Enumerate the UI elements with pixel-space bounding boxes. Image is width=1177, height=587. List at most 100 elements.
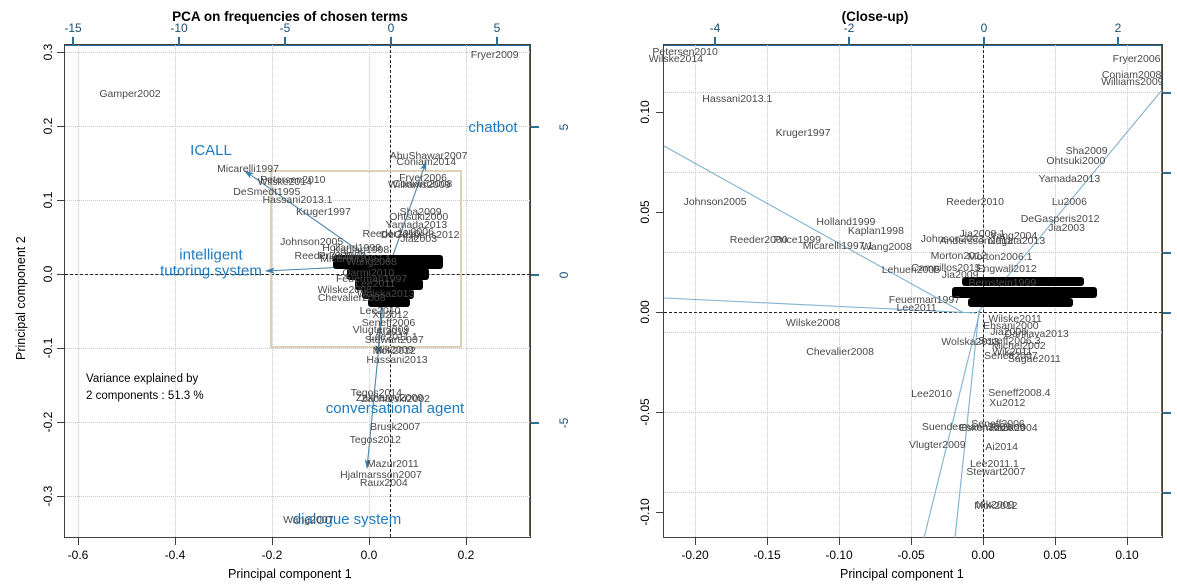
left-top-tickmark — [284, 37, 286, 45]
loading-label-line2: tutoring system — [160, 262, 262, 279]
observation-label: Kruger1997 — [295, 205, 351, 218]
observation-label: Campillos2015 — [911, 261, 981, 274]
observation-label: Coniam2008 — [1101, 68, 1162, 81]
left-dense-cluster — [333, 255, 443, 269]
loading-label-conversational-agent: conversational agent — [325, 400, 465, 418]
left-y-tick-label: 0.3 — [41, 43, 55, 61]
observation-label: Engwall2012 — [976, 262, 1037, 275]
observation-label: DeGasperis2012 — [380, 228, 460, 241]
left-bottom-tick-label: -0.2 — [261, 548, 283, 562]
observation-label: Johnson2005 — [280, 236, 344, 249]
left-gridline-v — [78, 45, 79, 537]
right-y-tick-label: 0.00 — [638, 300, 652, 324]
observation-label: Brusk2007 — [369, 421, 421, 434]
left-gridline-v — [272, 45, 273, 537]
left-y-tick-label: 0.0 — [41, 265, 55, 283]
observation-label: Fryer2006 — [1112, 52, 1161, 65]
left-gridline-v — [466, 45, 467, 537]
right-top-tickmark — [1117, 37, 1119, 45]
right-plot-frame — [663, 44, 1163, 538]
observation-label: Feuerman1997 — [335, 272, 408, 285]
observation-label: Ehsani2000 — [983, 319, 1039, 332]
observation-label: Seneff2006.3 — [978, 334, 1041, 347]
left-panel-x-axis-title: Principal component 1 — [228, 567, 352, 581]
observation-label: Bernstein1999 — [968, 276, 1037, 289]
observation-label: Lee2011.1 — [969, 457, 1019, 470]
observation-label: Yamada2013 — [385, 219, 448, 232]
observation-label: Coniam2014 — [396, 155, 457, 168]
left-dense-cluster — [347, 268, 429, 280]
left-top-secondary-axis-spine — [64, 44, 529, 46]
left-bottom-tick-label: 0.2 — [457, 548, 475, 562]
left-bottom-tickmark — [369, 538, 370, 545]
loading-label-chatbot: chatbot — [468, 119, 518, 137]
observation-label: Vlugter2009 — [908, 438, 966, 451]
observation-label: Ai2014 — [375, 326, 409, 339]
observation-label: Seneff2007 — [984, 350, 1038, 363]
right-bottom-tick-label: 0.10 — [1115, 548, 1139, 562]
left-top-tick-label: -15 — [64, 21, 82, 35]
observation-label: Lee2011 — [355, 277, 396, 290]
left-right-tick-label: 0 — [557, 271, 571, 279]
observation-label: Micarelli1997 — [217, 163, 279, 176]
observation-label: Lehuen2005 — [881, 263, 941, 276]
observation-label: AbuShawar2007 — [389, 149, 468, 162]
right-gridline-h — [664, 252, 1162, 253]
right-gridline-h — [664, 492, 1162, 493]
left-dense-cluster — [362, 289, 414, 299]
left-bottom-tick-label: 0.0 — [360, 548, 378, 562]
right-gridline-v — [911, 45, 912, 537]
right-gridline-v — [839, 45, 840, 537]
observation-label: Zakharov2009 — [355, 391, 424, 404]
observation-label: Xu2012 — [372, 309, 409, 322]
observation-label: Jia2003 — [400, 233, 438, 246]
observation-label: Williams2009 — [387, 178, 451, 191]
observation-label: Ai2014 — [985, 440, 1018, 453]
loading-label-icall: ICALL — [190, 142, 232, 160]
observation-label: Fryer2006 — [399, 171, 447, 184]
left-panel-y-axis-title: Principal component 2 — [14, 236, 28, 360]
right-dense-cluster — [968, 298, 1073, 307]
left-panel-title: PCA on frequencies of chosen terms — [172, 9, 408, 24]
right-bottom-tick-label: -0.10 — [825, 548, 853, 562]
left-bottom-tickmark — [78, 538, 79, 545]
observation-label: Williams2009 — [1101, 75, 1164, 88]
left-y-tickmark — [57, 422, 64, 423]
right-secondary-tickmark — [1163, 312, 1171, 314]
right-bottom-tick-label: -0.05 — [897, 548, 925, 562]
left-zero-horizontal-line — [65, 274, 530, 275]
right-top-tick-label: 0 — [980, 21, 988, 35]
left-top-tick-label: -10 — [170, 21, 188, 35]
observation-label: Reeder2010 — [362, 227, 421, 240]
right-secondary-tickmark — [1163, 92, 1171, 94]
right-bottom-tick-label: 0.05 — [1043, 548, 1067, 562]
observation-label: Wang2008 — [861, 240, 912, 253]
right-gridline-h — [664, 412, 1162, 413]
right-y-tickmark — [656, 512, 663, 513]
right-top-tickmark — [848, 37, 850, 45]
left-top-tickmark — [496, 37, 498, 45]
right-top-tickmark — [983, 37, 985, 45]
right-panel-x-axis-title: Principal component 1 — [840, 567, 964, 581]
observation-label: Gamper2002 — [99, 87, 161, 100]
observation-label: Reeder2010 — [946, 195, 1004, 208]
observation-label: Wang2007 — [283, 514, 334, 527]
right-bottom-tick-label: -0.15 — [753, 548, 781, 562]
right-y-tickmark — [656, 212, 663, 213]
observation-label: Seneff2006 — [971, 417, 1025, 430]
observation-label: Hassani2013.1 — [262, 194, 333, 207]
observation-label: Jia2006 — [990, 325, 1028, 338]
left-top-tickmark — [178, 37, 180, 45]
right-bottom-tickmark — [911, 538, 912, 545]
observation-label: Lee2010 — [359, 304, 401, 317]
observation-label: Xu2012 — [989, 396, 1026, 409]
right-bottom-tickmark — [1055, 538, 1056, 545]
observation-label: Lee2010 — [911, 388, 953, 401]
right-bottom-tickmark — [695, 538, 696, 545]
right-bottom-tickmark — [767, 538, 768, 545]
observation-label: Reeder2000 — [294, 249, 353, 262]
left-gridline-h — [65, 126, 530, 127]
observation-label: Nagata2013 — [987, 234, 1046, 247]
left-gridline-h — [65, 422, 530, 423]
observation-label: Sha2009 — [1065, 145, 1108, 158]
